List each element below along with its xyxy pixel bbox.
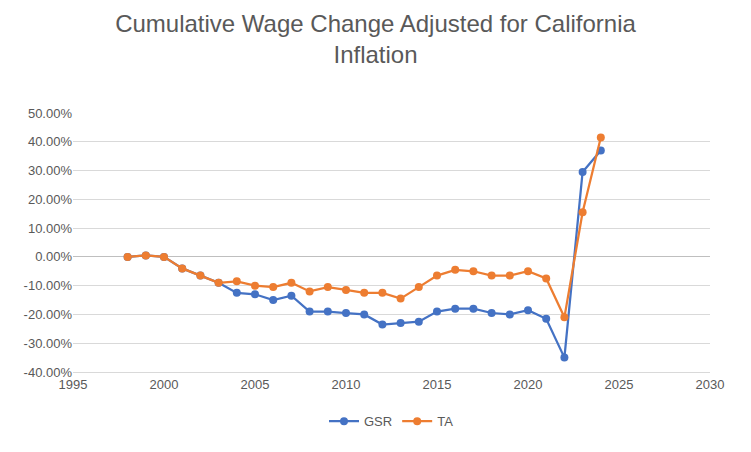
svg-text:1995: 1995: [59, 377, 88, 392]
svg-text:-20.00%: -20.00%: [24, 307, 73, 322]
svg-text:2020: 2020: [514, 377, 543, 392]
svg-text:30.00%: 30.00%: [28, 163, 73, 178]
svg-text:GSR: GSR: [364, 414, 392, 429]
svg-text:0.00%: 0.00%: [35, 249, 72, 264]
svg-text:2005: 2005: [241, 377, 270, 392]
svg-text:Cumulative Wage Change Adjuste: Cumulative Wage Change Adjusted for Cali…: [115, 10, 636, 68]
svg-text:-10.00%: -10.00%: [24, 278, 73, 293]
svg-text:20.00%: 20.00%: [28, 192, 73, 207]
svg-text:2025: 2025: [605, 377, 634, 392]
svg-text:10.00%: 10.00%: [28, 221, 73, 236]
svg-text:2030: 2030: [696, 377, 725, 392]
svg-text:40.00%: 40.00%: [28, 134, 73, 149]
svg-text:2015: 2015: [423, 377, 452, 392]
svg-text:TA: TA: [437, 414, 453, 429]
svg-text:2000: 2000: [150, 377, 179, 392]
svg-text:-40.00%: -40.00%: [24, 365, 73, 380]
svg-text:50.00%: 50.00%: [28, 106, 73, 121]
svg-text:-30.00%: -30.00%: [24, 336, 73, 351]
svg-text:2010: 2010: [332, 377, 361, 392]
